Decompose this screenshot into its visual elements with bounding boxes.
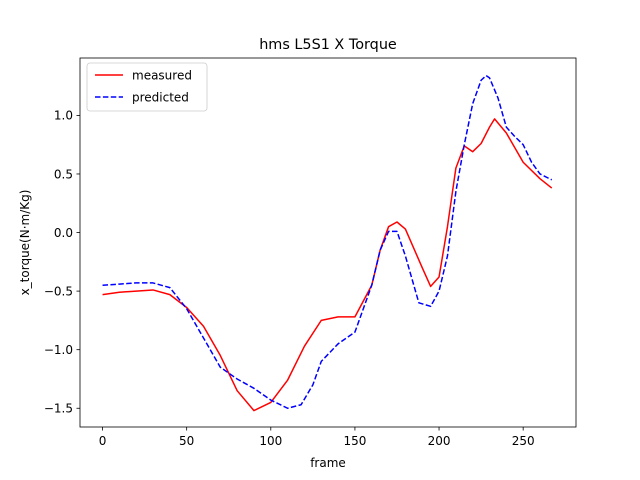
series-line-measured [102, 118, 553, 412]
y-tick-label: −1.0 [44, 343, 73, 357]
x-tick-label: 150 [343, 434, 366, 448]
x-tick-label: 200 [428, 434, 451, 448]
plot-area: 0 50 100 150 200 250 −1.5 −1.0 −0.5 0.0 0.5 1.0 [44, 57, 577, 448]
legend-label-predicted: predicted [132, 90, 189, 104]
x-tick-label: 0 [99, 434, 107, 448]
x-tick-label: 50 [179, 434, 194, 448]
series-line-predicted [102, 74, 553, 410]
y-tick-label: 1.0 [54, 109, 73, 123]
axes-frame [79, 57, 577, 428]
axes-background [80, 58, 576, 427]
legend-label-measured: measured [132, 68, 192, 82]
x-axis-title: frame [310, 456, 346, 470]
y-tick-label: −0.5 [44, 284, 73, 298]
legend: measured predicted [86, 62, 208, 112]
y-tick-label: 0.0 [54, 226, 73, 240]
x-tick-label: 250 [512, 434, 535, 448]
y-tick-label: 0.5 [54, 167, 73, 181]
chart-title: hms L5S1 X Torque [259, 37, 397, 53]
x-tick-label: 100 [259, 434, 282, 448]
y-tick-label: −1.5 [44, 402, 73, 416]
y-axis-title: x_torque(N·m/Kg) [18, 190, 32, 296]
